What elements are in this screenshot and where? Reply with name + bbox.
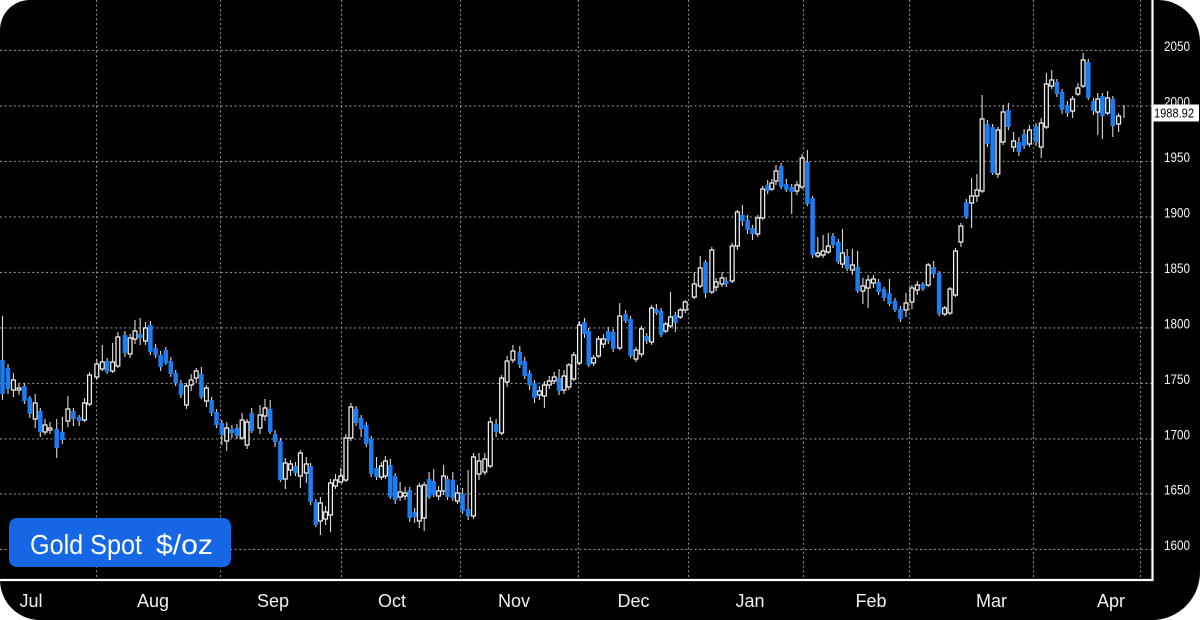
svg-text:Jul: Jul bbox=[19, 591, 42, 611]
svg-text:1950: 1950 bbox=[1164, 150, 1190, 165]
svg-text:1850: 1850 bbox=[1164, 261, 1190, 276]
svg-text:Dec: Dec bbox=[617, 591, 649, 611]
svg-text:Mar: Mar bbox=[976, 591, 1007, 611]
svg-text:1750: 1750 bbox=[1164, 372, 1190, 387]
svg-text:Gold Spot: Gold Spot bbox=[30, 529, 142, 560]
svg-text:$/oz: $/oz bbox=[156, 529, 213, 560]
svg-text:1600: 1600 bbox=[1164, 538, 1190, 553]
svg-text:Jan: Jan bbox=[735, 591, 764, 611]
svg-text:Feb: Feb bbox=[855, 591, 886, 611]
svg-text:Sep: Sep bbox=[257, 591, 289, 611]
svg-text:2050: 2050 bbox=[1164, 39, 1190, 54]
svg-text:1650: 1650 bbox=[1164, 483, 1190, 498]
svg-text:Aug: Aug bbox=[137, 591, 169, 611]
svg-text:1800: 1800 bbox=[1164, 317, 1190, 332]
svg-text:1988.92: 1988.92 bbox=[1154, 107, 1194, 121]
svg-text:1900: 1900 bbox=[1164, 206, 1190, 221]
svg-text:1700: 1700 bbox=[1164, 428, 1190, 443]
svg-text:Nov: Nov bbox=[498, 591, 530, 611]
svg-text:Oct: Oct bbox=[378, 591, 406, 611]
svg-text:Apr: Apr bbox=[1097, 591, 1125, 611]
